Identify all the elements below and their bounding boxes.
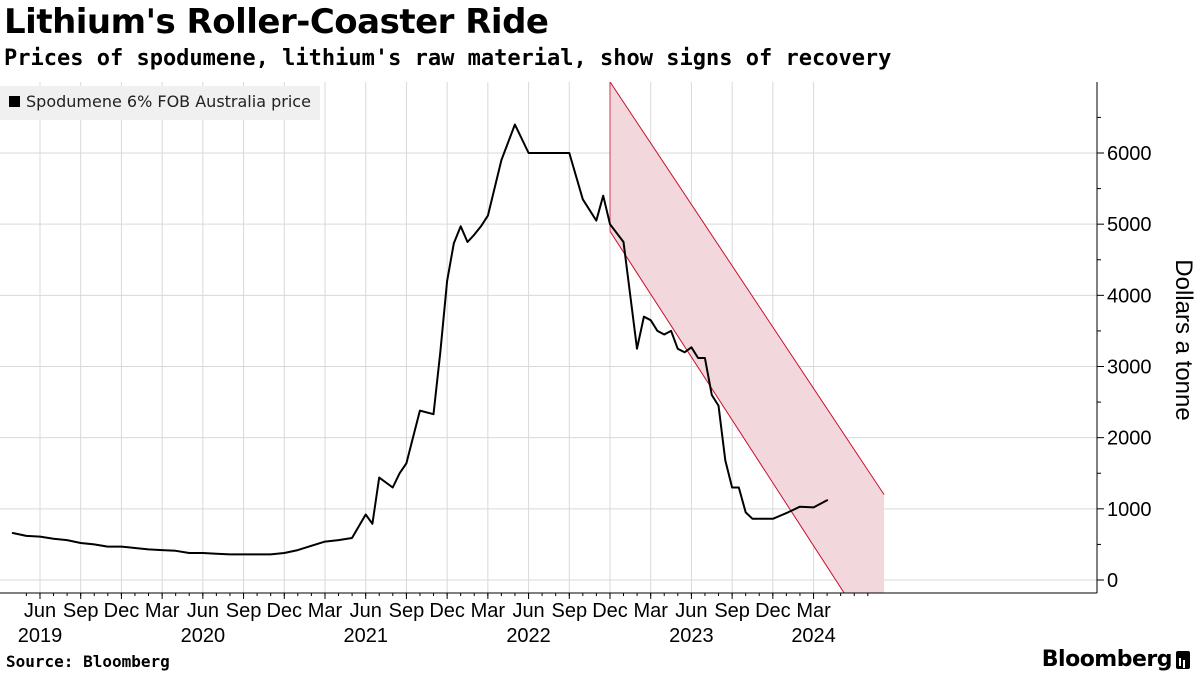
x-tick-label-month: Jun <box>24 600 56 622</box>
x-tick-label-year: 2020 <box>181 625 226 647</box>
y-tick-label: 0 <box>1107 570 1118 592</box>
brand-chart-icon <box>1176 650 1190 669</box>
x-tick-label-month: Jun <box>350 600 382 622</box>
y-tick-label: 3000 <box>1107 357 1152 379</box>
y-tick-label: 5000 <box>1107 214 1152 236</box>
brand-text: Bloomberg <box>1041 647 1173 672</box>
x-tick-label-year: 2024 <box>791 625 836 647</box>
x-tick-label-month: Dec <box>104 600 140 622</box>
legend: Spodumene 6% FOB Australia price <box>0 86 320 120</box>
band-upper-edge <box>609 82 885 495</box>
legend-label: Spodumene 6% FOB Australia price <box>26 92 311 111</box>
x-tick-label-month: Mar <box>633 600 668 622</box>
x-tick-label-month: Sep <box>714 600 750 622</box>
band-lower-edge <box>609 231 845 593</box>
x-tick-label-month: Dec <box>755 600 791 622</box>
x-tick-label-month: Dec <box>592 600 628 622</box>
x-tick-label-month: Sep <box>551 600 587 622</box>
series-group <box>11 123 829 556</box>
chart-subtitle: Prices of spodumene, lithium's raw mater… <box>4 46 892 71</box>
x-tick-label-month: Jun <box>675 600 707 622</box>
x-tick-label-month: Mar <box>471 600 506 622</box>
gridlines <box>0 82 1097 593</box>
y-tick-label: 1000 <box>1107 499 1152 521</box>
x-tick-label-month: Sep <box>63 600 99 622</box>
x-tick-label-year: 2019 <box>18 625 63 647</box>
y-axis-label: Dollars a tonne <box>1170 259 1197 420</box>
downtrend-band <box>609 82 885 593</box>
x-tick-label-month: Jun <box>512 600 544 622</box>
x-tick-label-month: Dec <box>266 600 302 622</box>
legend-box <box>0 86 320 120</box>
x-tick-label-year: 2021 <box>343 625 388 647</box>
source-note: Source: Bloomberg <box>6 652 170 671</box>
x-tick-label-month: Dec <box>429 600 465 622</box>
chart-title: Lithium's Roller-Coaster Ride <box>4 2 549 42</box>
x-tick-label-year: 2023 <box>669 625 714 647</box>
x-tick-label-year: 2022 <box>506 625 551 647</box>
y-tick-label: 6000 <box>1107 143 1152 165</box>
series-line-spodumene <box>11 123 829 556</box>
x-tick-label-month: Mar <box>308 600 343 622</box>
band-fill <box>610 82 885 593</box>
brand-logo: Bloomberg <box>1042 647 1190 672</box>
y-tick-label: 2000 <box>1107 428 1152 450</box>
x-tick-label-month: Mar <box>145 600 180 622</box>
x-tick-label-month: Mar <box>796 600 831 622</box>
x-tick-label-month: Sep <box>226 600 262 622</box>
x-tick-label-month: Sep <box>389 600 425 622</box>
x-tick-label-month: Jun <box>187 600 219 622</box>
legend-swatch <box>9 96 20 107</box>
y-tick-label: 4000 <box>1107 285 1152 307</box>
